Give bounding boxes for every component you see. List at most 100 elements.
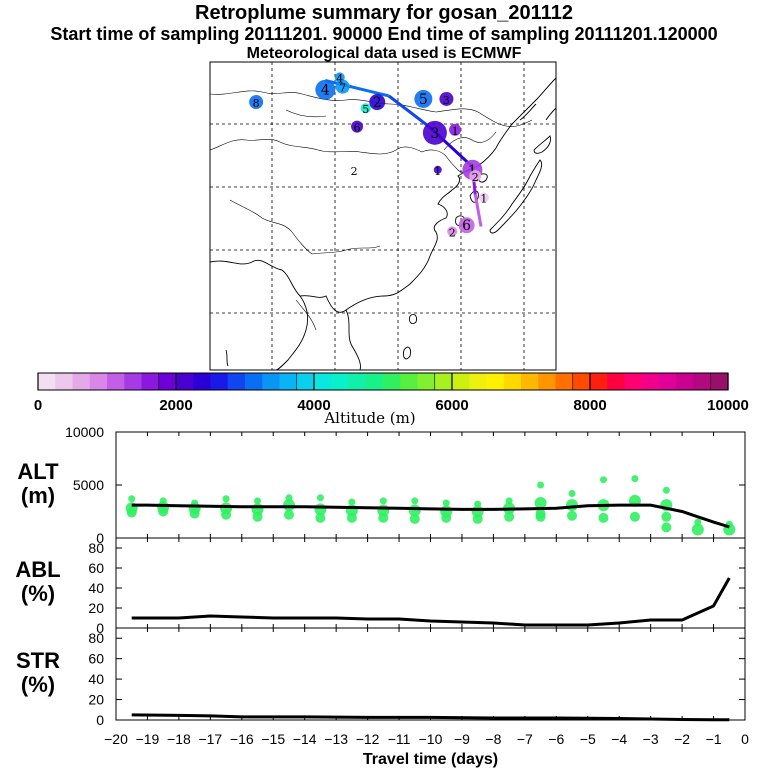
plume-cluster-label: 5 <box>362 103 369 116</box>
y-tick-label: 10000 <box>65 424 104 440</box>
series-line-alt <box>131 503 730 529</box>
series-line-str <box>131 713 730 722</box>
panel-ylabel: (%) <box>21 672 55 697</box>
colorbar-tick-label: 6000 <box>435 397 468 414</box>
colorbar-cell <box>331 373 349 390</box>
alt-cluster-point <box>534 497 547 510</box>
plume-cluster <box>360 103 371 114</box>
y-tick-label: 80 <box>88 540 104 556</box>
colorbar-cell <box>279 373 298 390</box>
y-tick-label: 0 <box>96 530 104 546</box>
plume-cluster <box>414 89 433 108</box>
chart-title: Retroplume summary for gosan_201112 <box>195 2 573 24</box>
colorbar-cell <box>710 372 729 391</box>
alt-cluster-point <box>348 498 356 506</box>
plume-cluster-label: 8 <box>253 97 260 110</box>
plume-cluster <box>249 95 264 110</box>
colorbar-cell <box>72 373 91 390</box>
x-axis-label: Travel time (days) <box>363 751 498 768</box>
plume-cluster <box>422 120 447 145</box>
x-tick-label: −9 <box>454 731 470 747</box>
colorbar-cell <box>693 373 712 390</box>
colorbar-cell <box>538 373 556 390</box>
colorbar-cell <box>210 373 229 390</box>
map-panel: 474255386311216212 <box>209 61 557 371</box>
alt-cluster-point <box>283 509 294 520</box>
colorbar-cell <box>486 373 505 390</box>
y-tick-label: 5000 <box>73 477 104 493</box>
colorbar-cell <box>521 373 539 390</box>
colorbar-cell <box>503 373 522 390</box>
colorbar-cell <box>141 373 160 390</box>
alt-cluster-point <box>252 511 263 522</box>
plume-cluster-label: 1 <box>452 125 459 138</box>
colorbar-tick-label: 10000 <box>707 397 749 414</box>
y-tick-label: 60 <box>88 560 104 576</box>
alt-cluster-point <box>566 499 579 512</box>
plume-cluster-label: 4 <box>336 72 343 85</box>
alt-cluster-point <box>189 508 200 519</box>
y-tick-label: 20 <box>88 692 104 708</box>
colorbar-tick-labels: 0 2000 4000 6000 8000 10000 <box>34 373 749 414</box>
plume-cluster-label: 3 <box>443 94 450 107</box>
alt-cluster-point <box>316 494 324 502</box>
colorbar-cell <box>89 373 108 390</box>
plume-cluster-label: 5 <box>419 92 428 108</box>
colorbar-label: Altitude (m) <box>323 409 415 427</box>
panel-frame <box>115 627 746 721</box>
colorbar-cell <box>417 373 436 390</box>
alt-cluster-point <box>567 510 578 521</box>
colorbar-tick-label: 4000 <box>297 397 330 414</box>
alt-cluster-point <box>128 495 136 503</box>
panel-ylabel: ABL <box>15 557 60 582</box>
x-tick-label: −3 <box>643 731 659 747</box>
alt-cluster-point <box>378 512 389 523</box>
x-tick-label: −4 <box>611 731 627 747</box>
colorbar-tick-label: 2000 <box>159 397 192 414</box>
x-tick-label: −1 <box>706 731 722 747</box>
plume-cluster-label: 1 <box>480 193 487 206</box>
alt-cluster-point <box>158 506 169 517</box>
plume-cluster <box>351 120 364 133</box>
colorbar-cell <box>227 373 246 390</box>
colorbar-cell <box>107 373 125 390</box>
plume-cluster-label: 6 <box>354 122 361 135</box>
x-tick-label: −5 <box>580 731 596 747</box>
x-tick-label: −15 <box>261 731 285 747</box>
colorbar-cell <box>383 373 401 390</box>
plume-cluster-label: 1 <box>434 165 441 178</box>
plume-cluster <box>478 192 489 203</box>
colorbar-cell <box>348 373 367 390</box>
plume-cluster <box>458 217 475 234</box>
colorbar-cell <box>124 373 142 390</box>
plume-cluster <box>369 94 386 111</box>
altitude-colorbar: 0 2000 4000 6000 8000 10000 Altitude (m) <box>34 372 749 427</box>
colorbar-cell <box>38 373 56 390</box>
y-tick-label: 40 <box>88 580 104 596</box>
y-tick-label: 20 <box>88 600 104 616</box>
colorbar-cell <box>365 373 384 390</box>
y-tick-label: 80 <box>88 630 104 646</box>
x-tick-label: −20 <box>104 731 128 747</box>
panel-ylabel: ALT <box>17 459 59 484</box>
plume-cluster-label: 7 <box>339 82 346 95</box>
alt-cluster-point <box>662 486 670 494</box>
alt-cluster-point <box>535 511 546 522</box>
plume-cluster <box>433 165 442 174</box>
colorbar-cell <box>296 372 315 391</box>
alt-cluster-point <box>537 481 545 489</box>
sampling-times: Start time of sampling 20111201. 90000 E… <box>50 24 718 44</box>
plume-cluster-label: 4 <box>321 83 330 99</box>
alt-cluster-point <box>472 513 483 524</box>
alt-cluster-point <box>441 512 452 523</box>
plume-track-segment <box>473 194 483 227</box>
map-frame <box>209 61 557 371</box>
y-tick-label: 0 <box>96 620 104 636</box>
alt-cluster-point <box>315 512 326 523</box>
alt-cluster-point <box>282 499 295 512</box>
x-tick-label: −13 <box>324 731 348 747</box>
map-gridlines <box>210 62 556 370</box>
colorbar-cell <box>176 373 194 390</box>
colorbar-tick-label: 0 <box>34 397 42 414</box>
plume-cluster-label: 3 <box>430 126 439 142</box>
